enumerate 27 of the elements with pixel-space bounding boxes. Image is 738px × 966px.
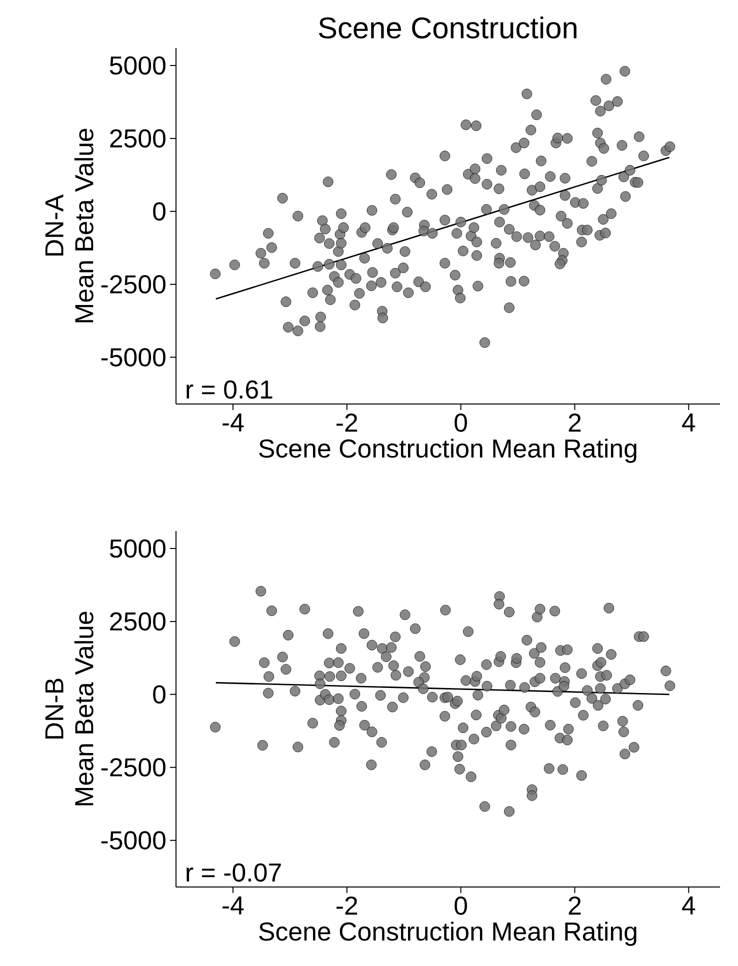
x-tick-label: 4	[682, 414, 696, 432]
y-axis-title: DN-A Mean Beta Value	[45, 128, 94, 322]
x-tick-label: -4	[222, 414, 244, 432]
x-axis-title: Scene Construction Mean Rating	[259, 438, 636, 463]
x-tick-label: 4	[682, 896, 696, 914]
y-tick-label: -2500	[101, 758, 166, 777]
y-tick-label: 0	[153, 685, 166, 704]
x-tick-label: 0	[454, 896, 468, 915]
y-tick-label: -5000	[101, 348, 166, 366]
y-tick-label: 0	[153, 202, 166, 221]
chart-title: Scene Construction	[318, 16, 576, 38]
x-tick-label: 0	[454, 414, 468, 432]
x-tick-label: 2	[568, 414, 581, 432]
annotation: r = 0.61	[186, 380, 272, 399]
y-tick-label: 5000	[110, 56, 166, 75]
x-axis-title: Scene Construction Mean Rating	[259, 922, 636, 946]
x-tick-label: -4	[222, 896, 244, 914]
y-tick-label: -2500	[101, 275, 166, 294]
y-tick-label: 2500	[110, 129, 166, 148]
annotation: r = -0.07	[186, 863, 281, 882]
y-tick-label: -5000	[101, 831, 166, 850]
x-tick-label: -2	[336, 414, 358, 432]
y-axis-title: DN-B Mean Beta Value	[45, 612, 94, 806]
y-tick-label: 2500	[110, 612, 166, 631]
x-tick-label: 2	[568, 896, 581, 915]
x-tick-label: -2	[336, 896, 358, 915]
y-tick-label: 5000	[110, 539, 166, 558]
